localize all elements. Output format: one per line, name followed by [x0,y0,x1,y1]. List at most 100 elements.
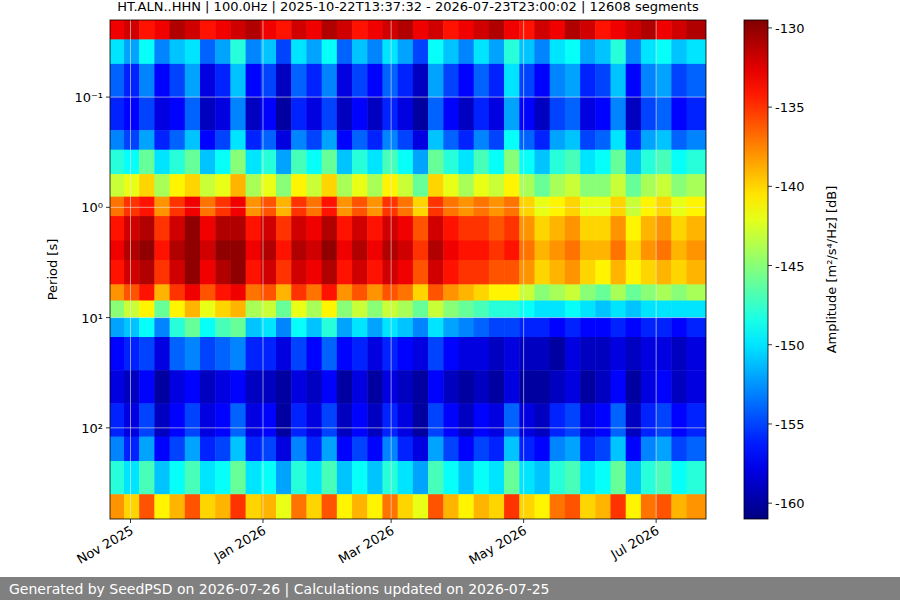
heatmap-cell [428,318,444,338]
heatmap-cell [352,370,368,404]
heatmap-cell [230,284,246,301]
heatmap-cell [382,494,398,519]
heatmap-cell [337,260,353,285]
heatmap-cell [474,337,490,371]
heatmap-cell [110,241,124,261]
heatmap-cell [291,64,307,98]
heatmap-cell [458,494,474,519]
grid-line [656,20,657,519]
heatmap-cell [398,39,414,64]
heatmap-cell [352,301,368,319]
heatmap-cell [230,130,246,150]
heatmap-cell [124,197,140,217]
heatmap-cell [656,370,672,404]
heatmap-cell [413,337,429,371]
heatmap-cell [489,437,505,462]
heatmap-cell [474,174,490,197]
heatmap-cell [428,150,444,175]
heatmap-cell [656,461,672,495]
heatmap-cell [656,39,672,64]
heatmap-cell [595,64,611,98]
heatmap-cell [246,461,262,495]
heatmap-cell [428,461,444,495]
heatmap-cell [306,150,322,175]
heatmap-cell [565,20,581,40]
heatmap-cell [291,494,307,519]
heatmap-cell [641,39,657,64]
heatmap-cell [626,284,642,301]
heatmap-cell [382,130,398,150]
heatmap-cell [671,97,687,131]
heatmap-cell [428,130,444,150]
heatmap-cell [504,97,520,131]
heatmap-cell [474,20,490,40]
heatmap-cell [504,20,520,40]
heatmap-cell [580,216,596,241]
heatmap-cell [687,301,706,319]
grid-line [391,20,392,519]
heatmap-cell [246,64,262,98]
heatmap-cell [322,437,338,462]
heatmap-cell [185,437,201,462]
heatmap-cell [306,39,322,64]
heatmap-cell [367,216,383,241]
y-tick-label: 10² [81,421,103,436]
tick-mark [262,519,263,523]
heatmap-cell [230,150,246,175]
heatmap-cell [291,130,307,150]
colorbar-tick-label: -150 [775,338,805,353]
heatmap-cell [110,20,124,40]
heatmap-cell [489,20,505,40]
heatmap-cell [398,97,414,131]
heatmap-cell [322,150,338,175]
heatmap-cell [504,461,520,495]
heatmap-cell [595,318,611,338]
heatmap-cell [139,216,155,241]
heatmap-cell [687,64,706,98]
heatmap-cell [504,216,520,241]
heatmap-cell [337,301,353,319]
heatmap-cell [322,39,338,64]
heatmap-cell [671,461,687,495]
heatmap-cell [306,284,322,301]
heatmap-cell [474,301,490,319]
heatmap-cell [110,174,124,197]
heatmap-cell [519,494,535,519]
heatmap-cell [246,20,262,40]
heatmap-cell [443,197,459,217]
heatmap-cell [413,241,429,261]
heatmap-cell [428,20,444,40]
heatmap-cell [458,150,474,175]
heatmap-cell [215,174,231,197]
heatmap-cell [185,337,201,371]
heatmap-cell [246,260,262,285]
heatmap-cell [626,494,642,519]
heatmap-cell [230,461,246,495]
heatmap-cell [489,130,505,150]
heatmap-cell [504,403,520,437]
heatmap-cell [626,437,642,462]
heatmap-cell [110,318,124,338]
heatmap-cell [124,301,140,319]
heatmap-cell [550,241,566,261]
heatmap-cell [428,97,444,131]
heatmap-cell [534,284,550,301]
heatmap-cell [611,174,627,197]
heatmap-cell [641,241,657,261]
heatmap-cell [170,216,186,241]
heatmap-cell [534,337,550,371]
heatmap-cell [671,337,687,371]
heatmap-cell [687,370,706,404]
heatmap-cell [443,150,459,175]
heatmap-cell [306,130,322,150]
heatmap-cell [519,403,535,437]
heatmap-cell [641,216,657,241]
heatmap-cell [474,97,490,131]
heatmap-cell [565,260,581,285]
heatmap-cell [215,318,231,338]
heatmap-cell [367,437,383,462]
heatmap-cell [306,197,322,217]
heatmap-cell [154,174,170,197]
heatmap-cell [550,437,566,462]
heatmap-cell [291,337,307,371]
